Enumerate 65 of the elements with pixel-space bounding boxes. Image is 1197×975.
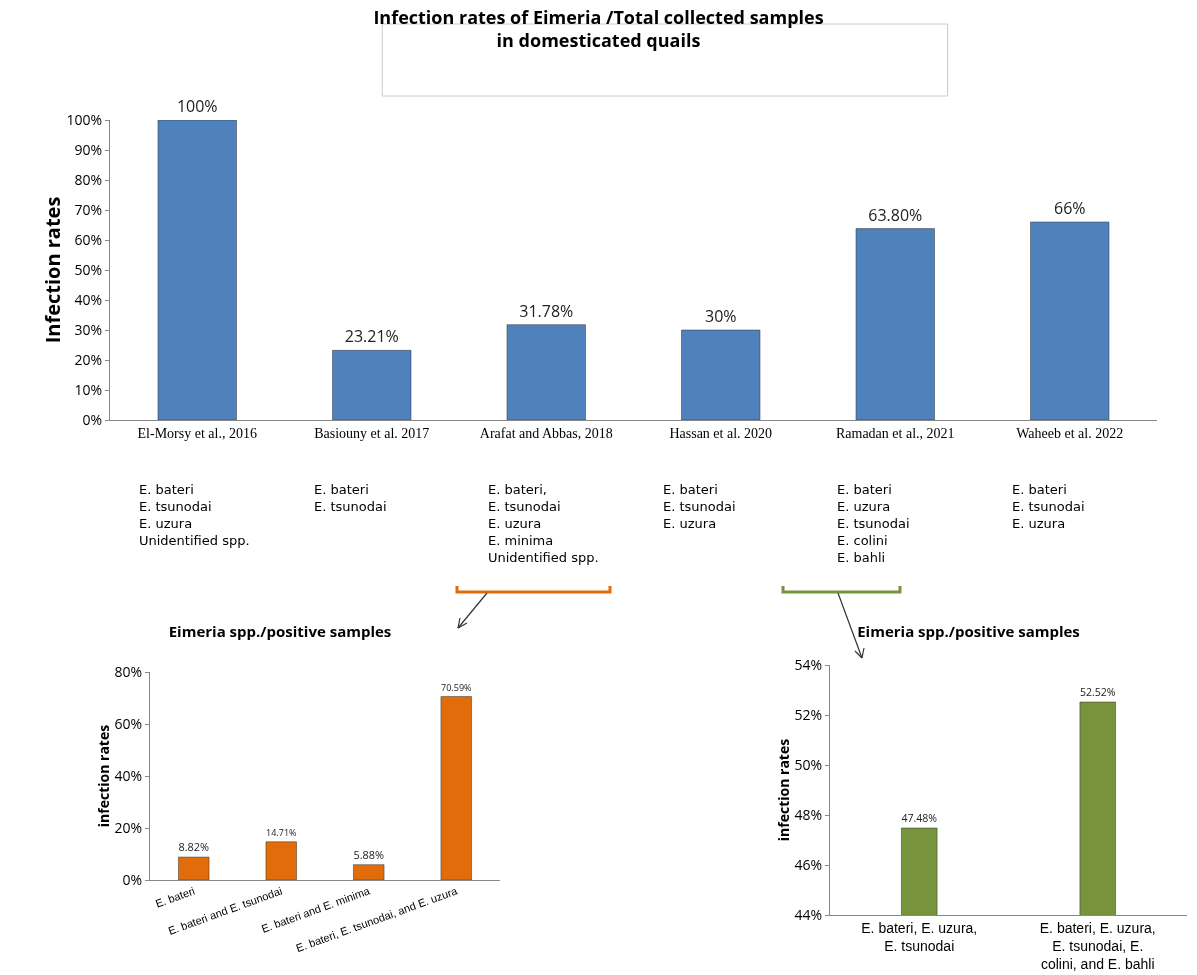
y-axis-title: infection rates bbox=[773, 738, 793, 842]
y-tick-label: 30% bbox=[74, 319, 103, 339]
x-tick-label: E. bateri, E. uzura, E. tsunodai, E. colini, and E. bahli bbox=[1039, 919, 1156, 973]
y-tick-label: 54% bbox=[794, 654, 823, 674]
data-label: 52.52% bbox=[1079, 684, 1116, 699]
y-tick-label: 44% bbox=[794, 904, 823, 924]
y-tick-label: 80% bbox=[74, 169, 103, 189]
y-tick-label: 70% bbox=[74, 199, 103, 219]
y-tick-label: 52% bbox=[794, 704, 823, 724]
y-tick-label: 60% bbox=[74, 229, 103, 249]
y-tick-label: 20% bbox=[74, 349, 103, 369]
text: E. bateri E. tsunodai E. uzura bbox=[663, 482, 736, 531]
x-tick-label: Ramadan et al., 2021 bbox=[835, 425, 955, 441]
y-tick-label: 0% bbox=[122, 869, 143, 889]
chart-title: Infection rates of Eimeria /Total collected samples in domesticated quails bbox=[373, 5, 824, 53]
data-label: 47.48% bbox=[901, 810, 938, 825]
x-tick-label: Waheeb et al. 2022 bbox=[1016, 425, 1124, 441]
bar bbox=[440, 696, 472, 880]
y-tick-label: 48% bbox=[794, 804, 823, 824]
bar bbox=[681, 329, 761, 420]
data-label: 8.82% bbox=[178, 838, 210, 854]
bar bbox=[332, 350, 412, 420]
text: E. bateri, E. tsunodai E. uzura E. minima Unidentified spp. bbox=[488, 482, 599, 565]
x-tick-label: Hassan et al. 2020 bbox=[669, 425, 773, 441]
x-tick-label: El-Morsy et al., 2016 bbox=[137, 425, 257, 441]
bar bbox=[157, 120, 237, 420]
y-tick-label: 80% bbox=[114, 661, 143, 681]
x-tick-label: E. bateri bbox=[153, 884, 197, 910]
bar bbox=[178, 856, 210, 880]
bar bbox=[1030, 221, 1110, 420]
y-tick-label: 40% bbox=[114, 765, 143, 785]
y-tick-label: 20% bbox=[114, 817, 143, 837]
y-tick-label: 100% bbox=[66, 109, 103, 129]
bar bbox=[506, 324, 586, 420]
bar bbox=[353, 864, 385, 880]
chart-title: Eimeria spp./positive samples bbox=[857, 620, 1080, 641]
text: E. bateri E. tsunodai E. uzura Unidentified spp. bbox=[139, 482, 250, 548]
data-label: 100% bbox=[176, 95, 218, 117]
text: E. bateri E. tsunodai bbox=[314, 482, 387, 514]
data-label: 70.59% bbox=[440, 680, 473, 694]
y-tick-label: 10% bbox=[74, 379, 103, 399]
data-label: 14.71% bbox=[265, 826, 298, 840]
y-axis-title: infection rates bbox=[93, 724, 113, 828]
y-tick-label: 90% bbox=[74, 139, 103, 159]
y-tick-label: 40% bbox=[74, 289, 103, 309]
x-tick-label: E. bateri, E. uzura, E. tsunodai bbox=[861, 919, 978, 954]
y-tick-label: 50% bbox=[74, 259, 103, 279]
x-tick-label: Arafat and Abbas, 2018 bbox=[479, 425, 613, 441]
x-tick-label: Basiouny et al. 2017 bbox=[314, 425, 430, 441]
data-label: 63.80% bbox=[868, 203, 923, 226]
y-tick-label: 60% bbox=[114, 713, 143, 733]
data-label: 5.88% bbox=[353, 846, 385, 862]
y-axis-title: Infection rates bbox=[39, 196, 66, 344]
chart-title: Eimeria spp./positive samples bbox=[168, 620, 392, 641]
data-label: 23.21% bbox=[344, 325, 399, 348]
text: E. bateri E. tsunodai E. uzura bbox=[1012, 482, 1085, 531]
y-tick-label: 50% bbox=[794, 754, 823, 774]
bar bbox=[265, 841, 297, 880]
data-label: 31.78% bbox=[519, 299, 574, 322]
data-label: 66% bbox=[1053, 197, 1086, 219]
data-label: 30% bbox=[704, 305, 737, 327]
bar bbox=[855, 228, 935, 420]
y-tick-label: 46% bbox=[794, 854, 823, 874]
y-tick-label: 0% bbox=[82, 409, 103, 429]
text: E. bateri E. uzura E. tsunodai E. colini E. bahli bbox=[837, 482, 910, 565]
